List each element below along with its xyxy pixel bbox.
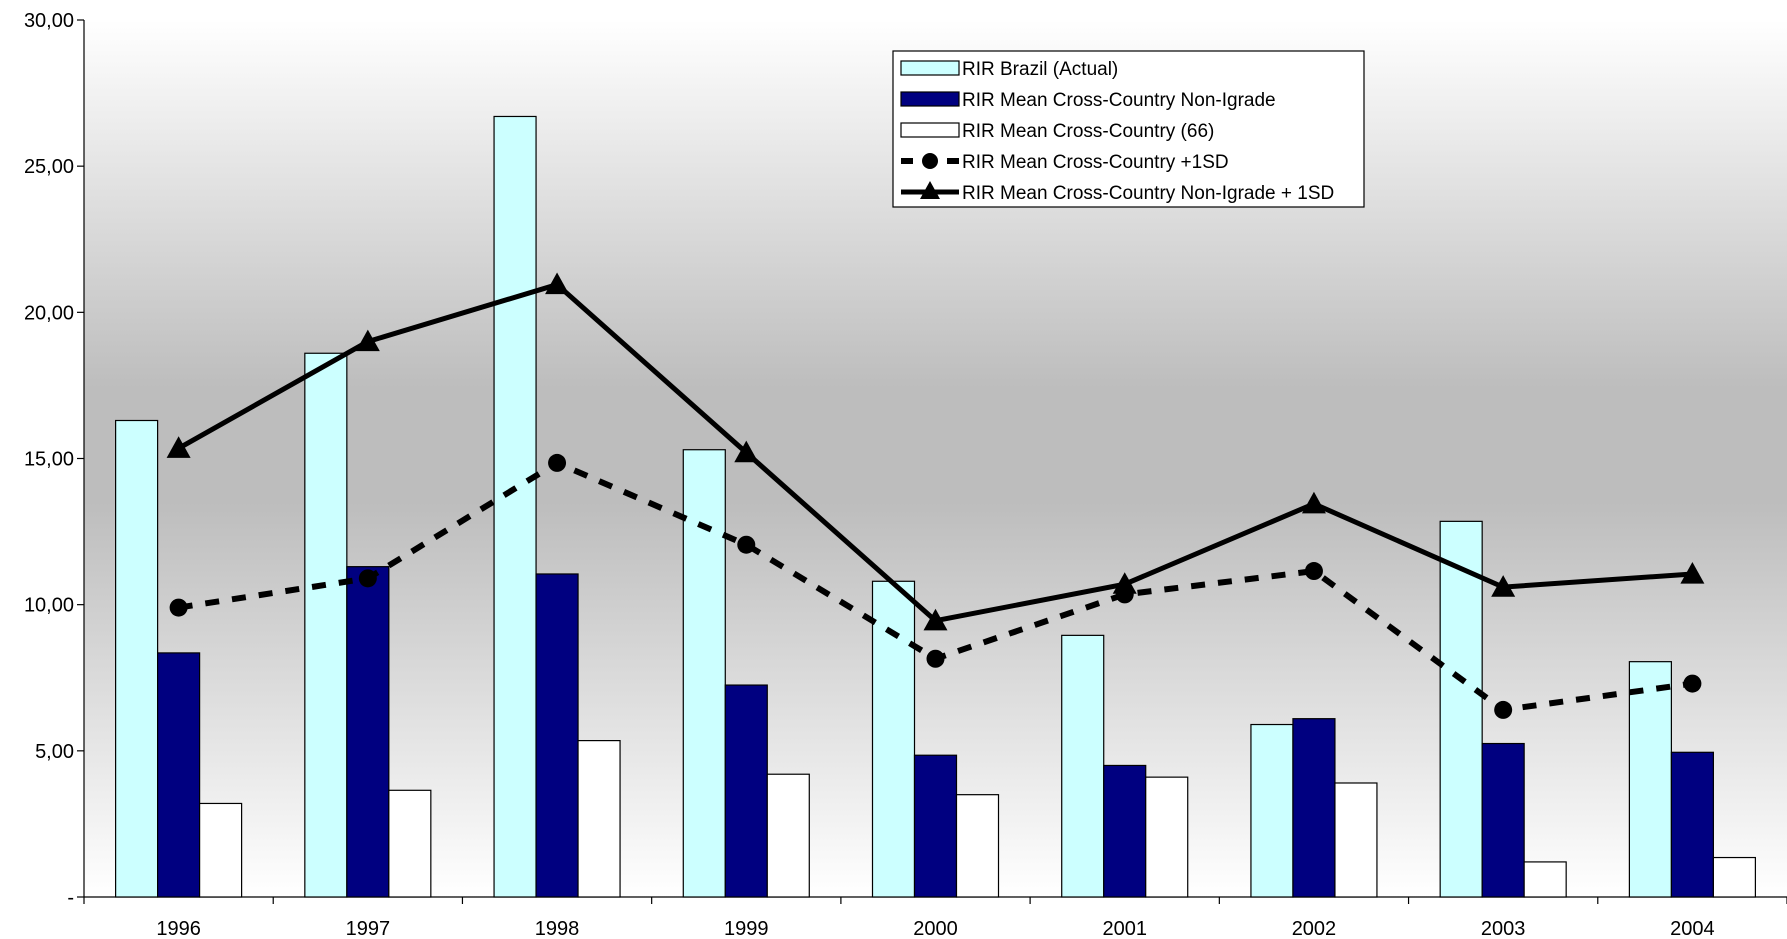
bar-rir-mean-cross-country-non-igrade-2001 bbox=[1103, 764, 1147, 898]
x-tick-label: 2000 bbox=[913, 918, 958, 939]
point-rir-mean-cross-country-non-igrade-1sd-2000 bbox=[923, 608, 948, 631]
point-rir-mean-cross-country-1sd-1998 bbox=[548, 453, 567, 472]
point-rir-mean-cross-country-non-igrade-1sd-1999 bbox=[734, 440, 759, 463]
bar-rir-mean-cross-country-66-1997 bbox=[388, 789, 432, 898]
point-rir-mean-cross-country-1sd-2004 bbox=[1683, 674, 1702, 693]
bar-rir-brazil-actual-2003 bbox=[1439, 520, 1483, 898]
y-tick-label: - bbox=[67, 887, 74, 909]
bar-rir-mean-cross-country-non-igrade-1996 bbox=[157, 652, 201, 898]
bar-rir-brazil-actual-1998 bbox=[493, 115, 537, 898]
bar-rir-mean-cross-country-66-1998 bbox=[577, 740, 621, 898]
bar-rir-mean-cross-country-66-2004 bbox=[1712, 856, 1756, 898]
bar-rir-brazil-actual-1997 bbox=[304, 352, 348, 898]
bar-rir-mean-cross-country-non-igrade-2004 bbox=[1670, 751, 1714, 898]
point-rir-mean-cross-country-non-igrade-1sd-2002 bbox=[1301, 491, 1326, 514]
bar-rir-mean-cross-country-66-2003 bbox=[1523, 861, 1567, 898]
x-tick-label: 2002 bbox=[1292, 918, 1337, 939]
legend-label-rir-mean-cross-country-1sd: RIR Mean Cross-Country +1SD bbox=[962, 152, 1229, 173]
bar-rir-mean-cross-country-non-igrade-2000 bbox=[913, 754, 958, 898]
bar-rir-brazil-actual-2000 bbox=[871, 580, 916, 898]
bar-rir-mean-cross-country-66-2002 bbox=[1334, 782, 1378, 898]
bars bbox=[115, 115, 1756, 898]
bar-rir-brazil-actual-1996 bbox=[115, 419, 159, 898]
point-rir-mean-cross-country-non-igrade-1sd-1998 bbox=[545, 272, 570, 295]
bar-rir-mean-cross-country-non-igrade-2003 bbox=[1481, 742, 1525, 898]
x-tick-label: 2001 bbox=[1102, 918, 1147, 939]
legend-swatch-rir-brazil-actual bbox=[900, 60, 960, 76]
y-tick-label: 20,00 bbox=[24, 302, 74, 324]
legend-swatch-rir-mean-cross-country-66 bbox=[900, 122, 960, 138]
legend-label-rir-mean-cross-country-66: RIR Mean Cross-Country (66) bbox=[962, 121, 1214, 142]
bar-rir-mean-cross-country-non-igrade-1997 bbox=[346, 566, 390, 898]
point-rir-mean-cross-country-non-igrade-1sd-2003 bbox=[1491, 575, 1516, 597]
legend-label-rir-mean-cross-country-non-igrade: RIR Mean Cross-Country Non-Igrade bbox=[962, 90, 1276, 111]
point-rir-mean-cross-country-non-igrade-1sd-1996 bbox=[166, 436, 191, 458]
point-rir-mean-cross-country-1sd-1996 bbox=[169, 598, 188, 617]
y-tick-label: 5,00 bbox=[35, 741, 74, 763]
bar-rir-brazil-actual-1999 bbox=[682, 449, 726, 898]
point-rir-mean-cross-country-non-igrade-1sd-1997 bbox=[355, 329, 380, 352]
point-rir-mean-cross-country-non-igrade-1sd-2001 bbox=[1112, 572, 1137, 594]
point-rir-mean-cross-country-1sd-2000 bbox=[926, 649, 945, 668]
x-tick-label: 2003 bbox=[1481, 918, 1526, 939]
y-tick-label: 15,00 bbox=[24, 449, 74, 471]
bar-rir-brazil-actual-2002 bbox=[1250, 723, 1294, 898]
bar-rir-mean-cross-country-66-1996 bbox=[199, 802, 243, 898]
point-rir-mean-cross-country-1sd-1997 bbox=[358, 569, 377, 588]
bar-rir-mean-cross-country-66-2000 bbox=[955, 794, 1000, 898]
bar-rir-brazil-actual-2001 bbox=[1061, 634, 1105, 898]
bar-rir-mean-cross-country-non-igrade-2002 bbox=[1292, 718, 1336, 898]
legend: RIR Brazil (Actual) RIR Mean Cross-Countr… bbox=[892, 50, 1365, 208]
legend-label-rir-mean-cross-country-non-igrade-1sd: RIR Mean Cross-Country Non-Igrade + 1SD bbox=[962, 183, 1334, 204]
point-rir-mean-cross-country-non-igrade-1sd-2004 bbox=[1680, 561, 1705, 584]
legend-marker-rir-mean-cross-country-non-igrade-1sd bbox=[920, 181, 940, 199]
bar-rir-mean-cross-country-66-2001 bbox=[1145, 776, 1189, 898]
bar-rir-mean-cross-country-66-1999 bbox=[766, 773, 810, 898]
x-tick-label: 1999 bbox=[724, 918, 769, 939]
legend-label-rir-brazil-actual: RIR Brazil (Actual) bbox=[962, 59, 1118, 80]
point-rir-mean-cross-country-1sd-2002 bbox=[1304, 562, 1323, 581]
x-tick-label: 1996 bbox=[156, 918, 201, 939]
x-tick-label: 1998 bbox=[535, 918, 580, 939]
y-tick-label: 10,00 bbox=[24, 595, 74, 617]
point-rir-mean-cross-country-1sd-1999 bbox=[737, 535, 756, 554]
legend-box bbox=[892, 50, 1365, 208]
lines bbox=[166, 272, 1705, 719]
y-tick-label: 30,00 bbox=[24, 10, 74, 32]
bar-rir-brazil-actual-2004 bbox=[1628, 661, 1672, 898]
x-tick-label: 2004 bbox=[1670, 918, 1715, 939]
point-rir-mean-cross-country-1sd-2003 bbox=[1494, 700, 1513, 719]
x-tick-label: 1997 bbox=[346, 918, 391, 939]
legend-marker-rir-mean-cross-country-1sd bbox=[922, 153, 938, 169]
bar-rir-mean-cross-country-non-igrade-1998 bbox=[535, 573, 579, 898]
y-tick-label: 25,00 bbox=[24, 156, 74, 178]
bar-rir-mean-cross-country-non-igrade-1999 bbox=[724, 684, 768, 898]
legend-swatch-rir-mean-cross-country-non-igrade bbox=[900, 91, 960, 107]
